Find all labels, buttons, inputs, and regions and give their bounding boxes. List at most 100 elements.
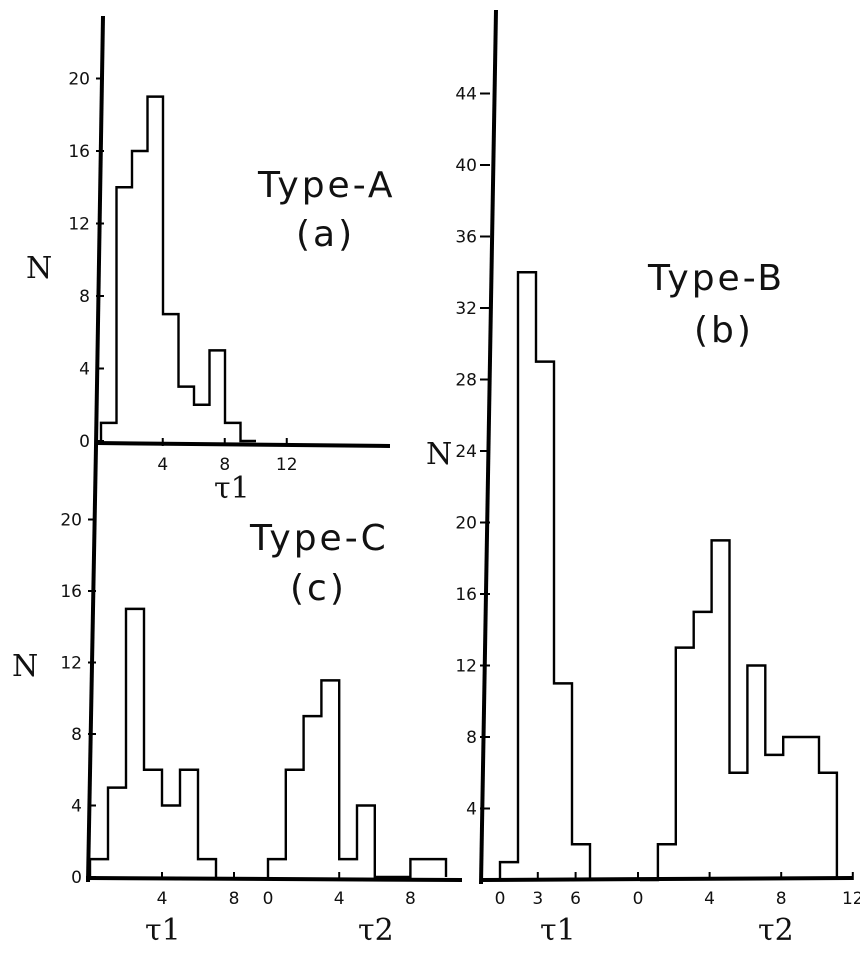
xtick-c-tau2: 0 bbox=[263, 889, 274, 909]
ytick-a: 20 bbox=[68, 70, 90, 90]
title-type-a: Type-A bbox=[257, 165, 396, 206]
ylabel-c: N bbox=[12, 649, 38, 684]
hist-a-bar bbox=[179, 387, 195, 441]
histogram-layer bbox=[88, 95, 839, 882]
xlabel-b-tau2: τ2 bbox=[758, 913, 794, 948]
ytick-c: 0 bbox=[71, 868, 82, 888]
xtick-b-tau2: 12 bbox=[842, 889, 860, 909]
hist-b-tau2-bar bbox=[801, 737, 819, 880]
y-axis-b bbox=[479, 9, 498, 885]
xtick-b-tau1: 3 bbox=[532, 889, 543, 909]
xtick-a: 12 bbox=[276, 455, 298, 475]
xtick-c-tau2: 8 bbox=[405, 889, 416, 909]
hist-b-tau2-bar bbox=[730, 773, 748, 880]
hist-c-tau2-bar bbox=[304, 716, 322, 877]
xtick-b-tau2: 4 bbox=[704, 889, 715, 909]
xlabel-c-tau1: τ1 bbox=[145, 913, 181, 948]
xlabel-c-tau2: τ2 bbox=[358, 913, 394, 948]
xtick-b-tau2: 0 bbox=[633, 889, 644, 909]
ytick-a: 12 bbox=[68, 215, 90, 235]
ytick-b: 16 bbox=[455, 585, 477, 605]
xtick-b-tau2: 8 bbox=[776, 889, 787, 909]
xtick-c-tau2: 4 bbox=[334, 889, 345, 909]
ytick-b: 40 bbox=[455, 156, 477, 176]
ytick-b: 12 bbox=[455, 657, 477, 677]
ytick-b: 4 bbox=[466, 800, 477, 820]
ytick-c: 8 bbox=[71, 725, 82, 745]
ytick-a: 8 bbox=[79, 287, 90, 307]
hist-c-tau2-bar bbox=[286, 770, 304, 877]
ylabel-a: N bbox=[26, 251, 52, 286]
hist-b-tau2-bar bbox=[694, 612, 712, 880]
hist-b-tau2-bar bbox=[765, 755, 783, 880]
hist-a-bar bbox=[117, 187, 133, 441]
hist-a-bar bbox=[148, 97, 164, 441]
x-axis-c bbox=[85, 876, 463, 882]
hist-b-tau1-bar bbox=[554, 683, 572, 880]
xtick-b-tau1: 0 bbox=[495, 889, 506, 909]
hist-c-tau1-bar bbox=[180, 770, 198, 877]
hist-a-bar bbox=[225, 423, 241, 441]
subtitle-b: (b) bbox=[694, 310, 754, 351]
hist-a-bar bbox=[132, 151, 148, 441]
hist-b-tau2-bar bbox=[783, 737, 801, 880]
hist-c-tau2-bar bbox=[410, 859, 428, 877]
ytick-b: 44 bbox=[455, 85, 477, 105]
hist-c-tau2-outline bbox=[266, 679, 448, 879]
hist-c-tau1-bar bbox=[162, 806, 180, 878]
hist-c-tau2-bar bbox=[357, 806, 375, 878]
ytick-a: 0 bbox=[79, 432, 90, 452]
ytick-c: 4 bbox=[71, 797, 82, 817]
hist-b-tau1-bar bbox=[500, 862, 518, 880]
hist-c-tau2-bar bbox=[321, 680, 339, 877]
hist-b-tau2-bar bbox=[819, 773, 837, 880]
xlabel-a: τ1 bbox=[214, 471, 250, 506]
tick-label-layer: 0 4 8 12 16 20 4 8 12 0 4 8 12 16 20 4 8 0 4 8 4 8 12 16 20 24 28 3… bbox=[60, 70, 860, 910]
hist-a-bar bbox=[210, 350, 226, 441]
hist-c-tau2-bar bbox=[268, 859, 286, 877]
hist-a-bar bbox=[163, 314, 179, 441]
xlabel-b-tau1: τ1 bbox=[540, 913, 576, 948]
title-type-b: Type-B bbox=[647, 258, 785, 299]
ytick-a: 4 bbox=[79, 360, 90, 380]
hist-b-tau2-outline bbox=[640, 539, 839, 882]
hist-b-tau2-bar bbox=[712, 540, 730, 880]
subtitle-a: (a) bbox=[296, 214, 355, 255]
ytick-c: 20 bbox=[60, 511, 82, 531]
title-type-c: Type-C bbox=[249, 518, 389, 559]
hist-b-tau1-outline bbox=[498, 271, 592, 880]
hist-c-tau2-bar bbox=[339, 859, 357, 877]
hist-c-tau1-bar bbox=[144, 770, 162, 877]
hist-a-bar bbox=[194, 405, 210, 441]
hist-c-tau1-bar bbox=[198, 859, 216, 877]
xtick-a: 4 bbox=[157, 455, 168, 475]
hist-a-outline bbox=[99, 95, 256, 443]
hist-b-tau2-bar bbox=[747, 666, 765, 881]
ytick-c: 12 bbox=[60, 654, 82, 674]
ytick-b: 32 bbox=[455, 299, 477, 319]
x-axis-a bbox=[95, 441, 391, 448]
ytick-b: 36 bbox=[455, 228, 477, 248]
hist-b-tau1-bar bbox=[518, 272, 536, 880]
ytick-b: 28 bbox=[455, 371, 477, 391]
subtitle-c: (c) bbox=[290, 568, 347, 609]
xtick-b-tau1: 6 bbox=[570, 889, 581, 909]
hist-b-tau2-bar bbox=[658, 844, 676, 880]
y-axis-a bbox=[94, 15, 105, 447]
hist-c-tau1-outline bbox=[88, 607, 218, 877]
xtick-a: 8 bbox=[219, 455, 230, 475]
hist-c-tau1-bar bbox=[90, 859, 108, 877]
y-axis-c bbox=[86, 445, 98, 883]
hist-a-bar bbox=[101, 423, 117, 441]
ytick-c: 16 bbox=[60, 582, 82, 602]
ytick-b: 8 bbox=[466, 728, 477, 748]
ytick-b: 20 bbox=[455, 514, 477, 534]
hist-b-tau1-bar bbox=[536, 362, 554, 880]
hist-b-tau2-bar bbox=[676, 648, 694, 880]
ylabel-b: N bbox=[426, 437, 452, 472]
hist-c-tau2-bar bbox=[428, 859, 446, 877]
hist-c-tau1-bar bbox=[126, 609, 144, 877]
ytick-b: 24 bbox=[455, 442, 477, 462]
x-axis-b bbox=[479, 876, 853, 882]
